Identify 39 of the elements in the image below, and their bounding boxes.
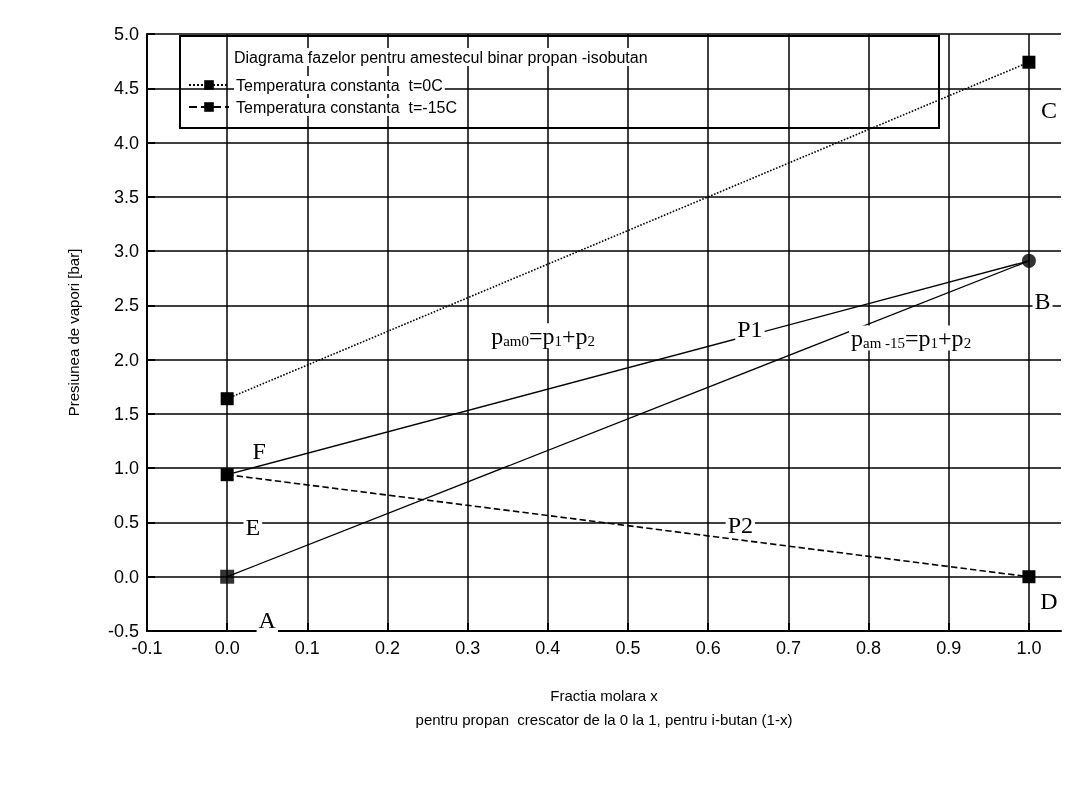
x-tick-label: 0.0 <box>214 638 240 658</box>
x-tick-label: 0.8 <box>856 638 882 658</box>
y-tick-label: 0.0 <box>113 566 139 587</box>
y-tick-label: 2.0 <box>113 349 139 370</box>
x-tick-label: 0.1 <box>294 638 320 658</box>
legend-label: Temperatura constanta t=0C <box>236 76 443 94</box>
annotation: pam -15=p1+p2 <box>851 324 972 351</box>
annotation: A <box>258 607 277 634</box>
y-axis-title: Presiunea de vapori [bar] <box>64 248 82 417</box>
y-tick-label: 0.5 <box>113 512 139 533</box>
y-tick-label: 1.5 <box>113 403 139 424</box>
x-tick-label: 0.5 <box>615 638 641 658</box>
y-tick-label: 5.0 <box>113 24 139 44</box>
x-tick-label: 0.7 <box>775 638 801 658</box>
x-tick-label: 0.9 <box>936 638 962 658</box>
y-tick-label: 4.5 <box>113 78 139 99</box>
legend-title: Diagrama fazelor pentru amestecul binar propan -isobutan <box>234 48 648 66</box>
annotation: D <box>1040 587 1058 614</box>
x-tick-label: 0.3 <box>455 638 481 658</box>
x-tick-label: 0.6 <box>695 638 721 658</box>
y-tick-label: 2.5 <box>113 295 139 316</box>
annotation: C <box>1040 96 1057 123</box>
x-tick-label: 1.0 <box>1016 638 1042 658</box>
y-tick-label: 4.0 <box>113 132 139 153</box>
annotation: P1 <box>737 316 763 343</box>
y-tick-label: 3.5 <box>113 186 139 207</box>
annotation: pam0=p1+p2 <box>491 322 596 349</box>
annotation: B <box>1034 288 1051 315</box>
x-axis-title: Fractia molara x pentru propan crescator de la 0 la 1, pentru i-butan (1-x) <box>415 686 793 728</box>
annotation: P2 <box>727 511 753 538</box>
x-tick-label: 0.2 <box>375 638 401 658</box>
x-tick-label: -0.1 <box>131 638 163 658</box>
annotation: F <box>252 437 266 464</box>
legend-label: Temperatura constanta t=-15C <box>236 98 458 116</box>
y-tick-label: -0.5 <box>107 621 139 641</box>
x-tick-label: 0.4 <box>535 638 561 658</box>
annotation: E <box>245 513 261 540</box>
y-tick-label: 1.0 <box>113 458 139 479</box>
y-tick-label: 3.0 <box>113 241 139 262</box>
